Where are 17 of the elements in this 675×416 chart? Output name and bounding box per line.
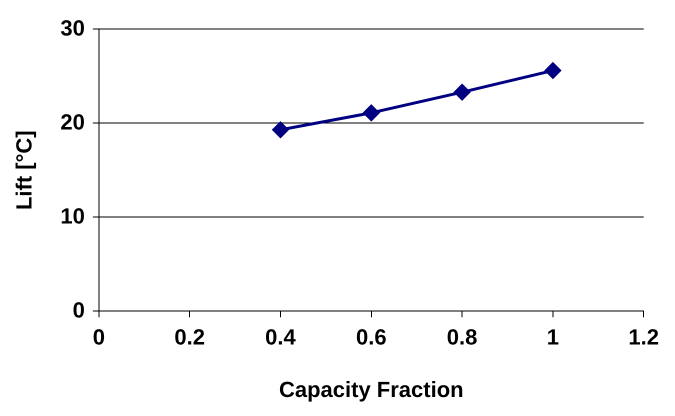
x-tick-label: 1.2	[628, 324, 660, 350]
y-tick-label: 10	[60, 203, 85, 228]
point	[454, 84, 471, 101]
x-tick-label: 0.4	[265, 324, 297, 350]
x-tick-label: 1	[546, 324, 560, 350]
x-axis-title: Capacity Fraction	[278, 376, 464, 402]
y-tick-label: 20	[60, 109, 85, 134]
x-tick-label: 0.8	[446, 324, 478, 350]
point	[362, 104, 380, 122]
y-axis-title: Lift [°C]	[11, 130, 36, 210]
x-tick-label: 0.6	[356, 324, 387, 350]
x-tick-label: 0.2	[174, 324, 205, 350]
point	[544, 62, 562, 80]
y-tick-label: 0	[72, 297, 85, 322]
x-tick-label: 0	[92, 324, 105, 350]
y-tick-label: 30	[60, 15, 85, 40]
point	[272, 121, 289, 138]
